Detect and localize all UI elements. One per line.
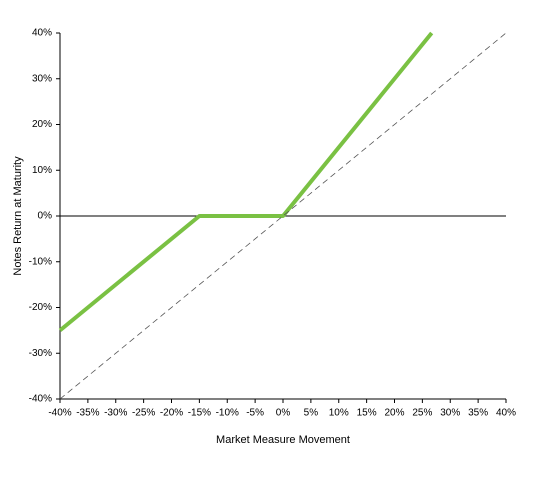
x-tick-label: 35% bbox=[468, 408, 488, 419]
x-tick-label: -35% bbox=[76, 408, 99, 419]
x-tick-label: -25% bbox=[132, 408, 155, 419]
series-line bbox=[59, 32, 507, 400]
x-tick-label: -40% bbox=[48, 408, 71, 419]
x-tick-label: 0% bbox=[276, 408, 291, 419]
x-tick-label: 10% bbox=[329, 408, 349, 419]
y-tick-label: -30% bbox=[29, 348, 52, 359]
x-tick-label: -20% bbox=[160, 408, 183, 419]
x-tick-label: -15% bbox=[188, 408, 211, 419]
x-tick-label: -10% bbox=[216, 408, 239, 419]
series-line bbox=[58, 31, 434, 332]
x-tick-label: -5% bbox=[246, 408, 264, 419]
x-tick-label: 5% bbox=[304, 408, 319, 419]
x-axis-title: Market Measure Movement bbox=[216, 434, 350, 446]
y-tick-label: -40% bbox=[29, 394, 52, 405]
y-tick-label: 30% bbox=[32, 73, 52, 84]
y-tick-label: 0% bbox=[38, 211, 53, 222]
x-tick-label: 30% bbox=[440, 408, 460, 419]
y-tick-label: -10% bbox=[29, 256, 52, 267]
y-tick-label: 40% bbox=[32, 28, 52, 39]
y-tick-label: 10% bbox=[32, 165, 52, 176]
x-tick-label: 15% bbox=[357, 408, 377, 419]
x-tick-label: 20% bbox=[384, 408, 404, 419]
x-tick-label: -30% bbox=[104, 408, 127, 419]
y-tick-label: 20% bbox=[32, 119, 52, 130]
y-axis-title: Notes Return at Maturity bbox=[12, 156, 24, 276]
y-tick-label: -20% bbox=[29, 302, 52, 313]
x-tick-label: 40% bbox=[496, 408, 516, 419]
x-tick-label: 25% bbox=[412, 408, 432, 419]
